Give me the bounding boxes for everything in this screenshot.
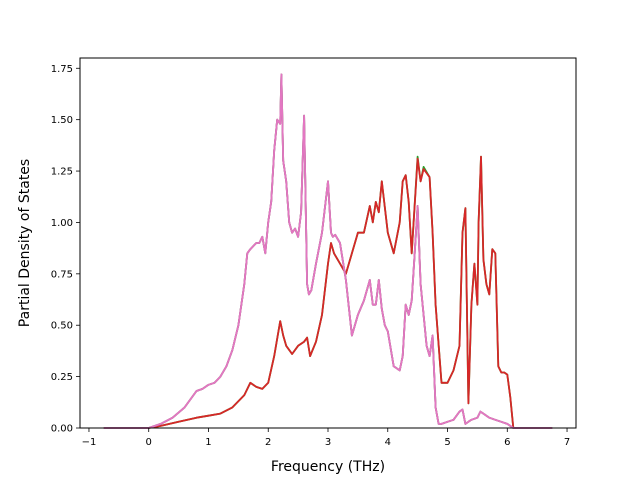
- y-tick-label: 1.50: [51, 115, 73, 126]
- x-tick-label: 1: [205, 437, 211, 448]
- series-line-2: [103, 155, 553, 429]
- x-tick-label: 2: [265, 437, 271, 448]
- x-tick-label: 7: [564, 437, 570, 448]
- y-axis-ticks: 0.00 0.25 0.50 0.75 1.00 1.25 1.50 1.75: [51, 64, 80, 435]
- plot-frame: [79, 57, 577, 429]
- x-axis-label: Frequency (THz): [271, 459, 385, 475]
- y-axis-label: Partial Density of States: [17, 159, 33, 327]
- y-tick-label: 0.75: [51, 269, 73, 280]
- x-tick-label: −1: [82, 437, 97, 448]
- x-tick-label: 3: [325, 437, 331, 448]
- series-group: [103, 73, 553, 429]
- x-tick-label: 4: [385, 437, 391, 448]
- y-tick-label: 0.25: [51, 372, 73, 383]
- x-tick-label: 0: [146, 437, 152, 448]
- x-axis-ticks: −1 0 1 2 3 4 5 6 7: [82, 428, 570, 448]
- y-tick-label: 0.00: [51, 424, 73, 435]
- y-tick-label: 1.25: [51, 167, 73, 178]
- y-tick-label: 0.50: [51, 321, 73, 332]
- x-tick-label: 6: [504, 437, 510, 448]
- y-tick-label: 1.00: [51, 218, 73, 229]
- x-tick-label: 5: [444, 437, 450, 448]
- series-line-5: [103, 73, 553, 429]
- y-tick-label: 1.75: [51, 64, 73, 75]
